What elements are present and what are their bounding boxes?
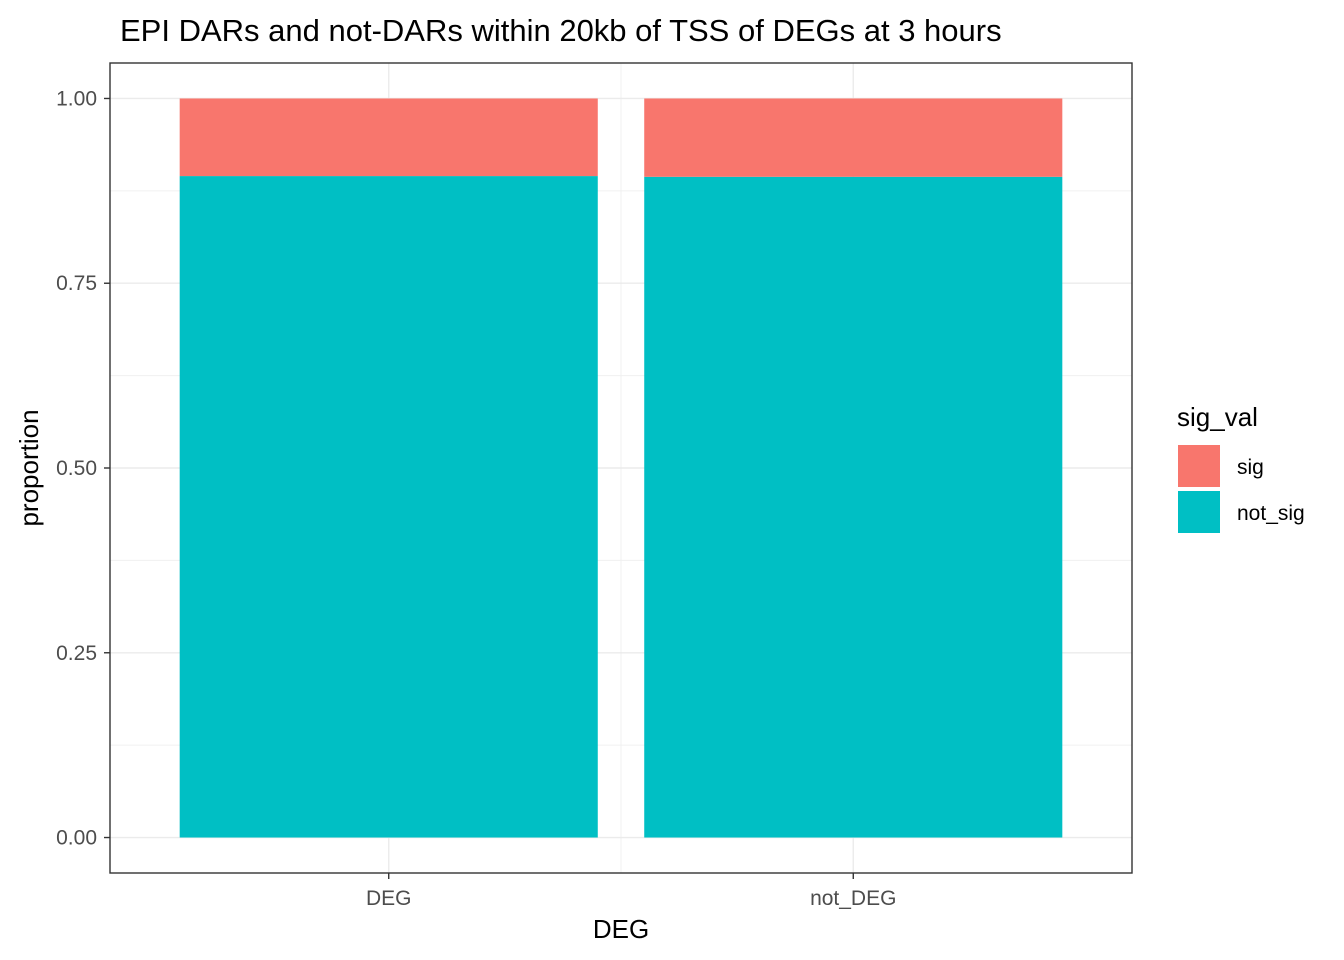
- x-tick-label: not_DEG: [810, 887, 896, 910]
- bar-sig-DEG: [179, 98, 598, 177]
- y-tick-label: 0.50: [56, 457, 97, 480]
- bar-sig-not_DEG: [644, 98, 1063, 177]
- x-axis: DEG not_DEG: [366, 873, 896, 910]
- bars: [179, 98, 1063, 838]
- legend-label-not_sig: not_sig: [1237, 502, 1305, 525]
- legend-label-sig: sig: [1237, 456, 1264, 479]
- y-axis: 0.00 0.25 0.50 0.75 1.00: [56, 87, 110, 850]
- y-tick-label: 0.00: [56, 827, 97, 850]
- legend-key-sig: [1178, 445, 1220, 487]
- legend-key-not_sig: [1178, 491, 1220, 533]
- x-tick-label: DEG: [366, 887, 412, 910]
- bar-not_sig-not_DEG: [644, 176, 1063, 838]
- y-axis-title: proportion: [14, 409, 44, 526]
- y-tick-label: 0.25: [56, 642, 97, 665]
- legend: sig_val sig not_sig: [1177, 402, 1305, 533]
- legend-title: sig_val: [1177, 402, 1258, 432]
- y-tick-label: 0.75: [56, 272, 97, 295]
- chart-title: EPI DARs and not-DARs within 20kb of TSS…: [120, 13, 1002, 48]
- x-axis-title: DEG: [593, 914, 649, 944]
- legend-entries: sig not_sig: [1178, 445, 1305, 533]
- bar-not_sig-DEG: [179, 176, 598, 838]
- plot-panel: [109, 62, 1133, 874]
- y-tick-label: 1.00: [56, 87, 97, 110]
